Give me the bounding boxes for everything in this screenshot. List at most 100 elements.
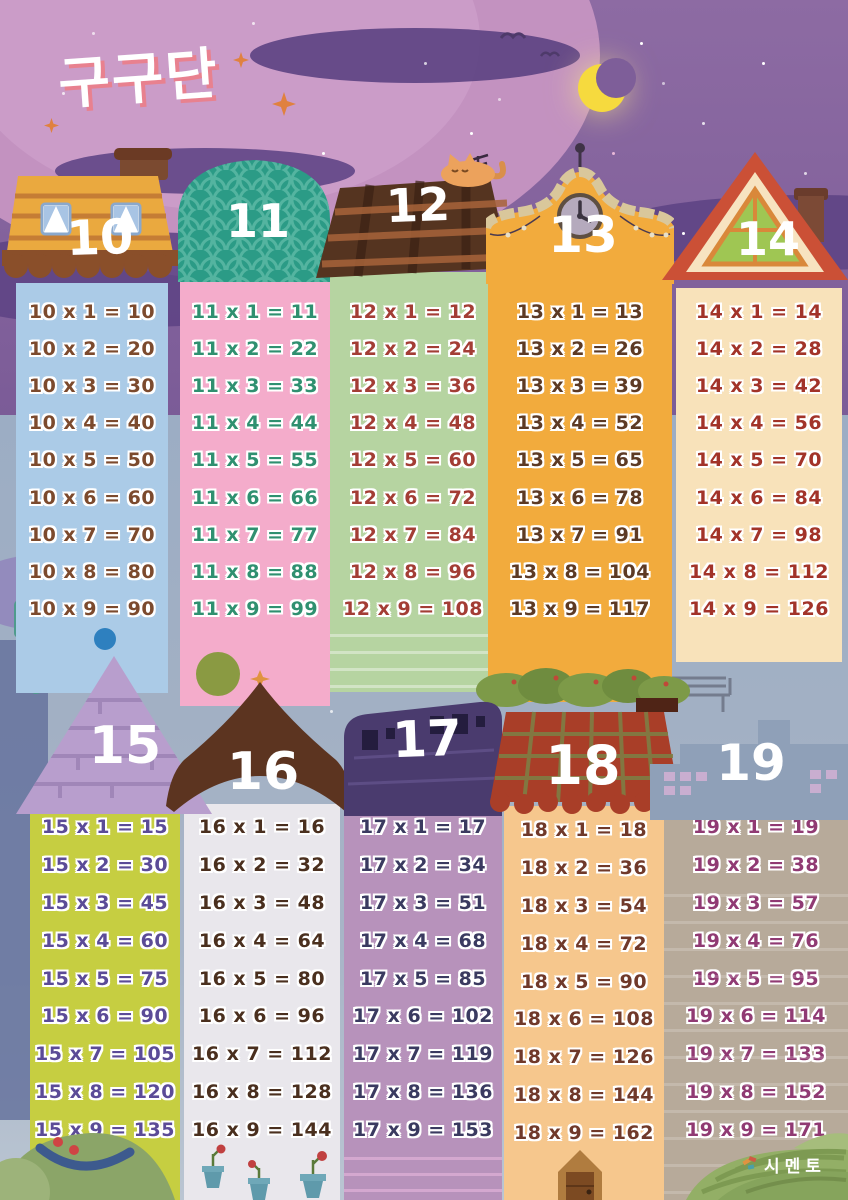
equation: 15 x 8 = 120: [35, 1081, 175, 1104]
equation: 11 x 8 = 88: [191, 560, 319, 583]
table-building-11: 11 x 1 = 11 11 x 2 = 22 11 x 3 = 33 11 x…: [180, 278, 330, 706]
equation: 18 x 2 = 36: [520, 856, 648, 879]
equation: 16 x 2 = 32: [198, 853, 326, 876]
building-16-number: 16: [226, 742, 300, 802]
roof-building-14: [662, 148, 848, 298]
flower-pot-icon: [296, 1150, 330, 1200]
equation: 13 x 4 = 52: [516, 412, 644, 435]
equation: 10 x 9 = 90: [28, 598, 156, 621]
equation: 10 x 3 = 30: [28, 374, 156, 397]
equation: 18 x 1 = 18: [520, 818, 648, 841]
building-14-number: 14: [735, 212, 800, 266]
equation: 14 x 3 = 42: [695, 374, 823, 397]
bird-icon: [539, 44, 561, 63]
equation: 19 x 9 = 171: [664, 1111, 848, 1149]
roof-building-13: [481, 128, 679, 292]
equation: 19 x 3 = 57: [664, 884, 848, 922]
table-building-13: 13 x 1 = 13 13 x 2 = 26 13 x 3 = 39 13 x…: [488, 268, 672, 702]
star-icon: [250, 670, 270, 688]
equation: 15 x 7 = 105: [35, 1043, 175, 1066]
equation: 16 x 6 = 96: [198, 1005, 326, 1028]
equation: 12 x 2 = 24: [349, 337, 477, 360]
building-17-number: 17: [391, 708, 463, 770]
equation: 14 x 2 = 28: [695, 337, 823, 360]
roof-building-16: [166, 668, 354, 822]
equation: 17 x 2 = 34: [359, 853, 487, 876]
equation: 11 x 9 = 99: [191, 598, 319, 621]
equation: 15 x 2 = 30: [41, 853, 169, 876]
equation: 15 x 4 = 60: [41, 929, 169, 952]
brick-texture: [330, 620, 496, 692]
equation: 12 x 3 = 36: [349, 374, 477, 397]
equation: 15 x 5 = 75: [41, 967, 169, 990]
equation: 13 x 5 = 65: [516, 449, 644, 472]
rooftop-garden-bushes: [476, 648, 690, 712]
equation: 10 x 5 = 50: [28, 449, 156, 472]
table-building-12: 12 x 1 = 12 12 x 2 = 24 12 x 3 = 36 12 x…: [330, 272, 496, 692]
sparkle-icon: [44, 118, 59, 137]
equation: 16 x 7 = 112: [192, 1043, 332, 1066]
equation: 12 x 6 = 72: [349, 486, 477, 509]
equation: 17 x 4 = 68: [359, 929, 487, 952]
equation: 19 x 6 = 114: [664, 997, 848, 1035]
equation: 11 x 2 = 22: [191, 337, 319, 360]
ball-icon: [94, 628, 116, 650]
equation: 11 x 6 = 66: [191, 486, 319, 509]
equation: 14 x 5 = 70: [695, 449, 823, 472]
flower-pot-icon: [244, 1160, 274, 1200]
stars: [0, 0, 3, 3]
equation: 11 x 3 = 33: [191, 374, 319, 397]
equation: 18 x 4 = 72: [520, 932, 648, 955]
roof-building-10: [2, 146, 178, 290]
equation: 14 x 7 = 98: [695, 523, 823, 546]
equation: 11 x 4 = 44: [191, 412, 319, 435]
equation: 10 x 8 = 80: [28, 560, 156, 583]
equation: 13 x 1 = 13: [516, 300, 644, 323]
brand-logo-text: 시멘토: [764, 1157, 826, 1177]
equation: 12 x 8 = 96: [349, 560, 477, 583]
smiley-bush-icon: [0, 1106, 175, 1200]
moon-crescent-cut: [596, 58, 636, 98]
equation: 12 x 5 = 60: [349, 449, 477, 472]
equation: 17 x 7 = 119: [353, 1043, 493, 1066]
equation: 18 x 6 = 108: [514, 1008, 654, 1031]
equation: 17 x 5 = 85: [359, 967, 487, 990]
equation: 17 x 9 = 153: [353, 1119, 493, 1142]
equation: 11 x 7 = 77: [191, 523, 319, 546]
equation: 14 x 9 = 126: [689, 598, 829, 621]
equation: 13 x 8 = 104: [510, 560, 650, 583]
equation: 17 x 1 = 17: [359, 815, 487, 838]
equation: 13 x 9 = 117: [510, 598, 650, 621]
equation: 14 x 4 = 56: [695, 412, 823, 435]
equation: 10 x 7 = 70: [28, 523, 156, 546]
equation: 12 x 7 = 84: [349, 523, 477, 546]
roof-building-18: [490, 698, 680, 824]
equation: 19 x 4 = 76: [664, 922, 848, 960]
snow-dots: [0, 430, 3, 433]
table-building-19: 19 x 1 = 19 19 x 2 = 38 19 x 3 = 57 19 x…: [664, 808, 848, 1200]
table-building-17: 17 x 1 = 17 17 x 2 = 34 17 x 3 = 51 17 x…: [344, 806, 502, 1200]
equation: 13 x 3 = 39: [516, 374, 644, 397]
building-10-number: 10: [65, 208, 135, 268]
equation: 19 x 7 = 133: [664, 1035, 848, 1073]
equation: 19 x 5 = 95: [664, 960, 848, 998]
equation: 14 x 8 = 112: [689, 560, 829, 583]
poster-title: 구구단: [56, 41, 221, 118]
equation: 11 x 5 = 55: [191, 449, 319, 472]
equation: 16 x 9 = 144: [192, 1119, 332, 1142]
building-18-number: 18: [545, 734, 621, 797]
equation: 13 x 2 = 26: [516, 337, 644, 360]
equation: 16 x 5 = 80: [198, 967, 326, 990]
equation: 15 x 6 = 90: [41, 1005, 169, 1028]
equation: 14 x 6 = 84: [695, 486, 823, 509]
equation: 19 x 8 = 152: [664, 1073, 848, 1111]
equation: 17 x 6 = 102: [353, 1005, 493, 1028]
equation: 16 x 4 = 64: [198, 929, 326, 952]
building-11-number: 11: [225, 194, 290, 248]
equation: 12 x 1 = 12: [349, 300, 477, 323]
equation: 13 x 6 = 78: [516, 486, 644, 509]
equation: 19 x 2 = 38: [692, 853, 820, 876]
table-building-18: 18 x 1 = 18 18 x 2 = 36 18 x 3 = 54 18 x…: [504, 806, 664, 1200]
sparkle-icon: [233, 52, 249, 72]
equation: 16 x 1 = 16: [198, 815, 326, 838]
